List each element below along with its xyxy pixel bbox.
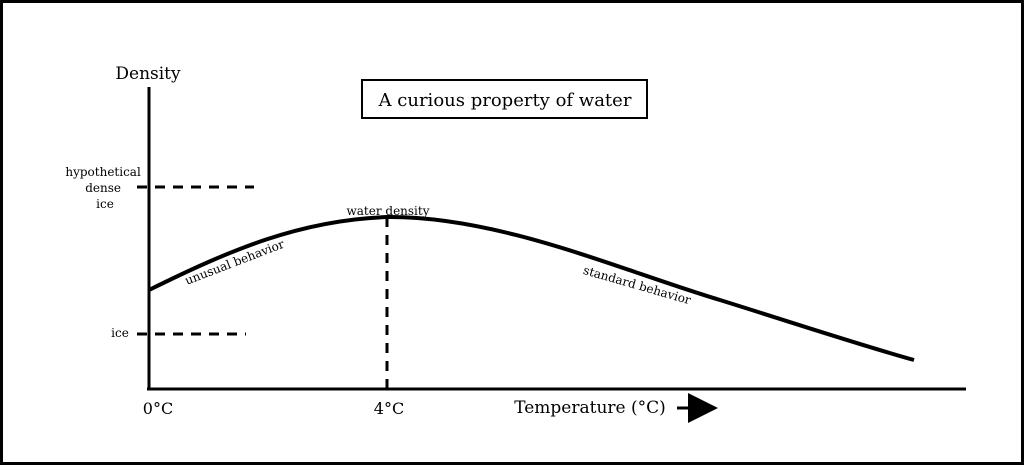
unusual-behavior-annotation: unusual behavior xyxy=(183,237,286,288)
y-tick-ice: ice xyxy=(111,326,129,340)
chart-title: A curious property of water xyxy=(378,90,632,111)
y-tick-hypothetical-dense-ice: hypothetical dense ice xyxy=(65,165,144,211)
x-tick-0: 0°C xyxy=(143,399,173,418)
chart-title-box xyxy=(361,79,648,119)
peak-annotation: water density xyxy=(346,204,429,218)
y-axis-label: Density xyxy=(115,64,181,84)
x-tick-4: 4°C xyxy=(374,399,404,418)
x-axis-label: Temperature (°C) xyxy=(514,398,666,418)
water-density-curve xyxy=(148,214,915,362)
